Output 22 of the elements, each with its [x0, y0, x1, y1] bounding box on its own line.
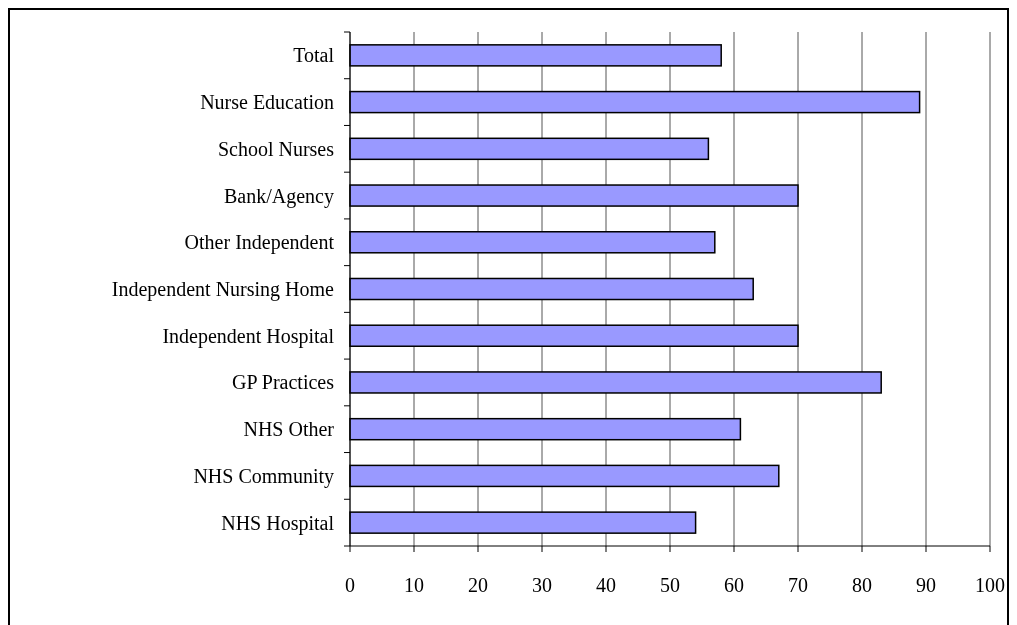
x-tick-label: 40: [596, 574, 616, 596]
x-tick-label: 30: [532, 574, 552, 596]
y-tick-label: Total: [293, 44, 335, 67]
y-tick-label: GP Practices: [231, 371, 335, 394]
y-tick-label: NHS Community: [193, 464, 334, 488]
y-tick-label: Independent Nursing Home: [111, 278, 335, 301]
x-tick-label: 80: [852, 574, 872, 596]
x-tick-label: 100: [975, 574, 1005, 596]
y-tick-label: Independent Hospital: [162, 324, 335, 348]
y-tick-label: Bank/Agency: [224, 184, 334, 208]
x-tick-label: 60: [724, 574, 744, 596]
y-tick-label: NHS Other: [243, 418, 335, 441]
x-tick-label: 20: [468, 574, 488, 596]
x-tick-label: 70: [788, 574, 808, 596]
y-tick-label: Nurse Education: [200, 91, 334, 114]
x-tick-label: 50: [660, 574, 680, 596]
y-tick-label: Other Independent: [184, 231, 335, 255]
y-tick-label: School Nurses: [217, 137, 335, 160]
x-tick-label: 0: [345, 574, 355, 596]
x-tick-label: 10: [404, 574, 424, 596]
y-tick-label: NHS Hospital: [221, 511, 335, 535]
x-tick-label: 90: [916, 574, 936, 596]
